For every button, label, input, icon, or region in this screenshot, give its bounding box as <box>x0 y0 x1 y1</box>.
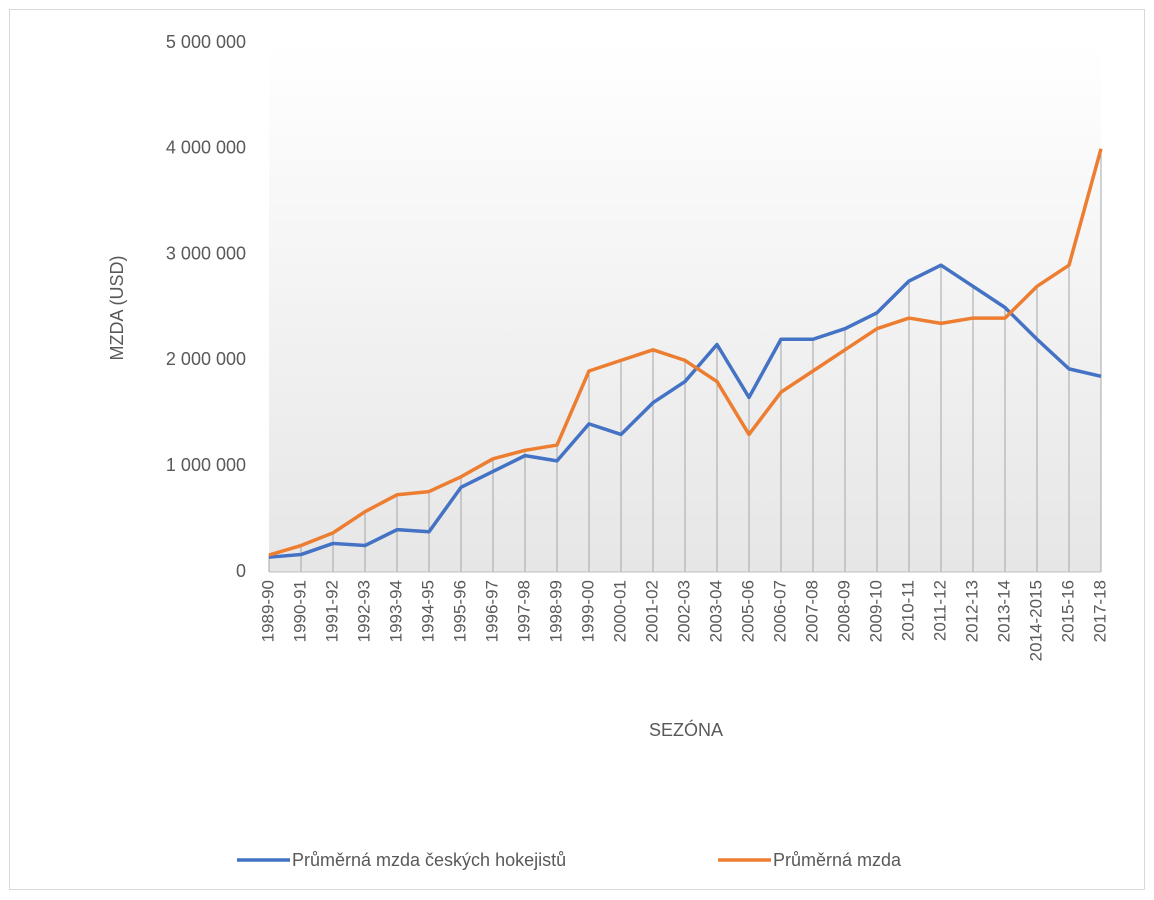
x-tick-label: 2008-09 <box>834 580 853 642</box>
x-tick-label: 2007-08 <box>802 580 821 642</box>
y-tick-label: 5 000 000 <box>166 32 246 52</box>
x-tick-label: 1998-99 <box>546 580 565 642</box>
x-tick-label: 2000-01 <box>610 580 629 642</box>
x-tick-label: 1997-98 <box>514 580 533 642</box>
y-tick-label: 3 000 000 <box>166 243 246 263</box>
x-tick-label: 2012-13 <box>962 580 981 642</box>
y-axis-title: MZDA (USD) <box>107 256 127 361</box>
x-tick-label: 1994-95 <box>418 580 437 642</box>
x-tick-label: 2003-04 <box>706 580 725 642</box>
x-tick-label: 1993-94 <box>386 580 405 642</box>
x-tick-label: 2002-03 <box>674 580 693 642</box>
x-tick-label: 1989-90 <box>258 580 277 642</box>
x-tick-label: 1992-93 <box>354 580 373 642</box>
x-tick-label: 1995-96 <box>450 580 469 642</box>
legend-label: Průměrná mzda českých hokejistů <box>292 850 566 870</box>
x-tick-label: 2017-18 <box>1090 580 1109 642</box>
y-tick-label: 2 000 000 <box>166 349 246 369</box>
series-line <box>268 148 1103 557</box>
x-tick-label: 1999-00 <box>578 580 597 642</box>
x-tick-label: 2001-02 <box>642 580 661 642</box>
x-tick-label: 2009-10 <box>866 580 885 642</box>
x-tick-label: 1991-92 <box>322 580 341 642</box>
x-tick-label: 2010-11 <box>898 580 917 641</box>
x-tick-label: 1996-97 <box>482 580 501 642</box>
y-tick-label: 4 000 000 <box>166 138 246 158</box>
series-line <box>268 263 1102 559</box>
y-tick-label: 0 <box>236 561 246 581</box>
x-tick-label: 2013-14 <box>994 580 1013 642</box>
x-tick-label: 2005-06 <box>738 580 757 642</box>
legend-label: Průměrná mzda <box>773 850 902 870</box>
x-tick-label: 1990-91 <box>290 580 309 642</box>
x-tick-label: 2006-07 <box>770 580 789 642</box>
x-tick-label: 2014-2015 <box>1026 580 1045 661</box>
x-axis-title: SEZÓNA <box>649 719 723 740</box>
x-tick-label: 2011-12 <box>930 580 949 641</box>
x-tick-label: 2015-16 <box>1058 580 1077 642</box>
y-tick-label: 1 000 000 <box>166 455 246 475</box>
